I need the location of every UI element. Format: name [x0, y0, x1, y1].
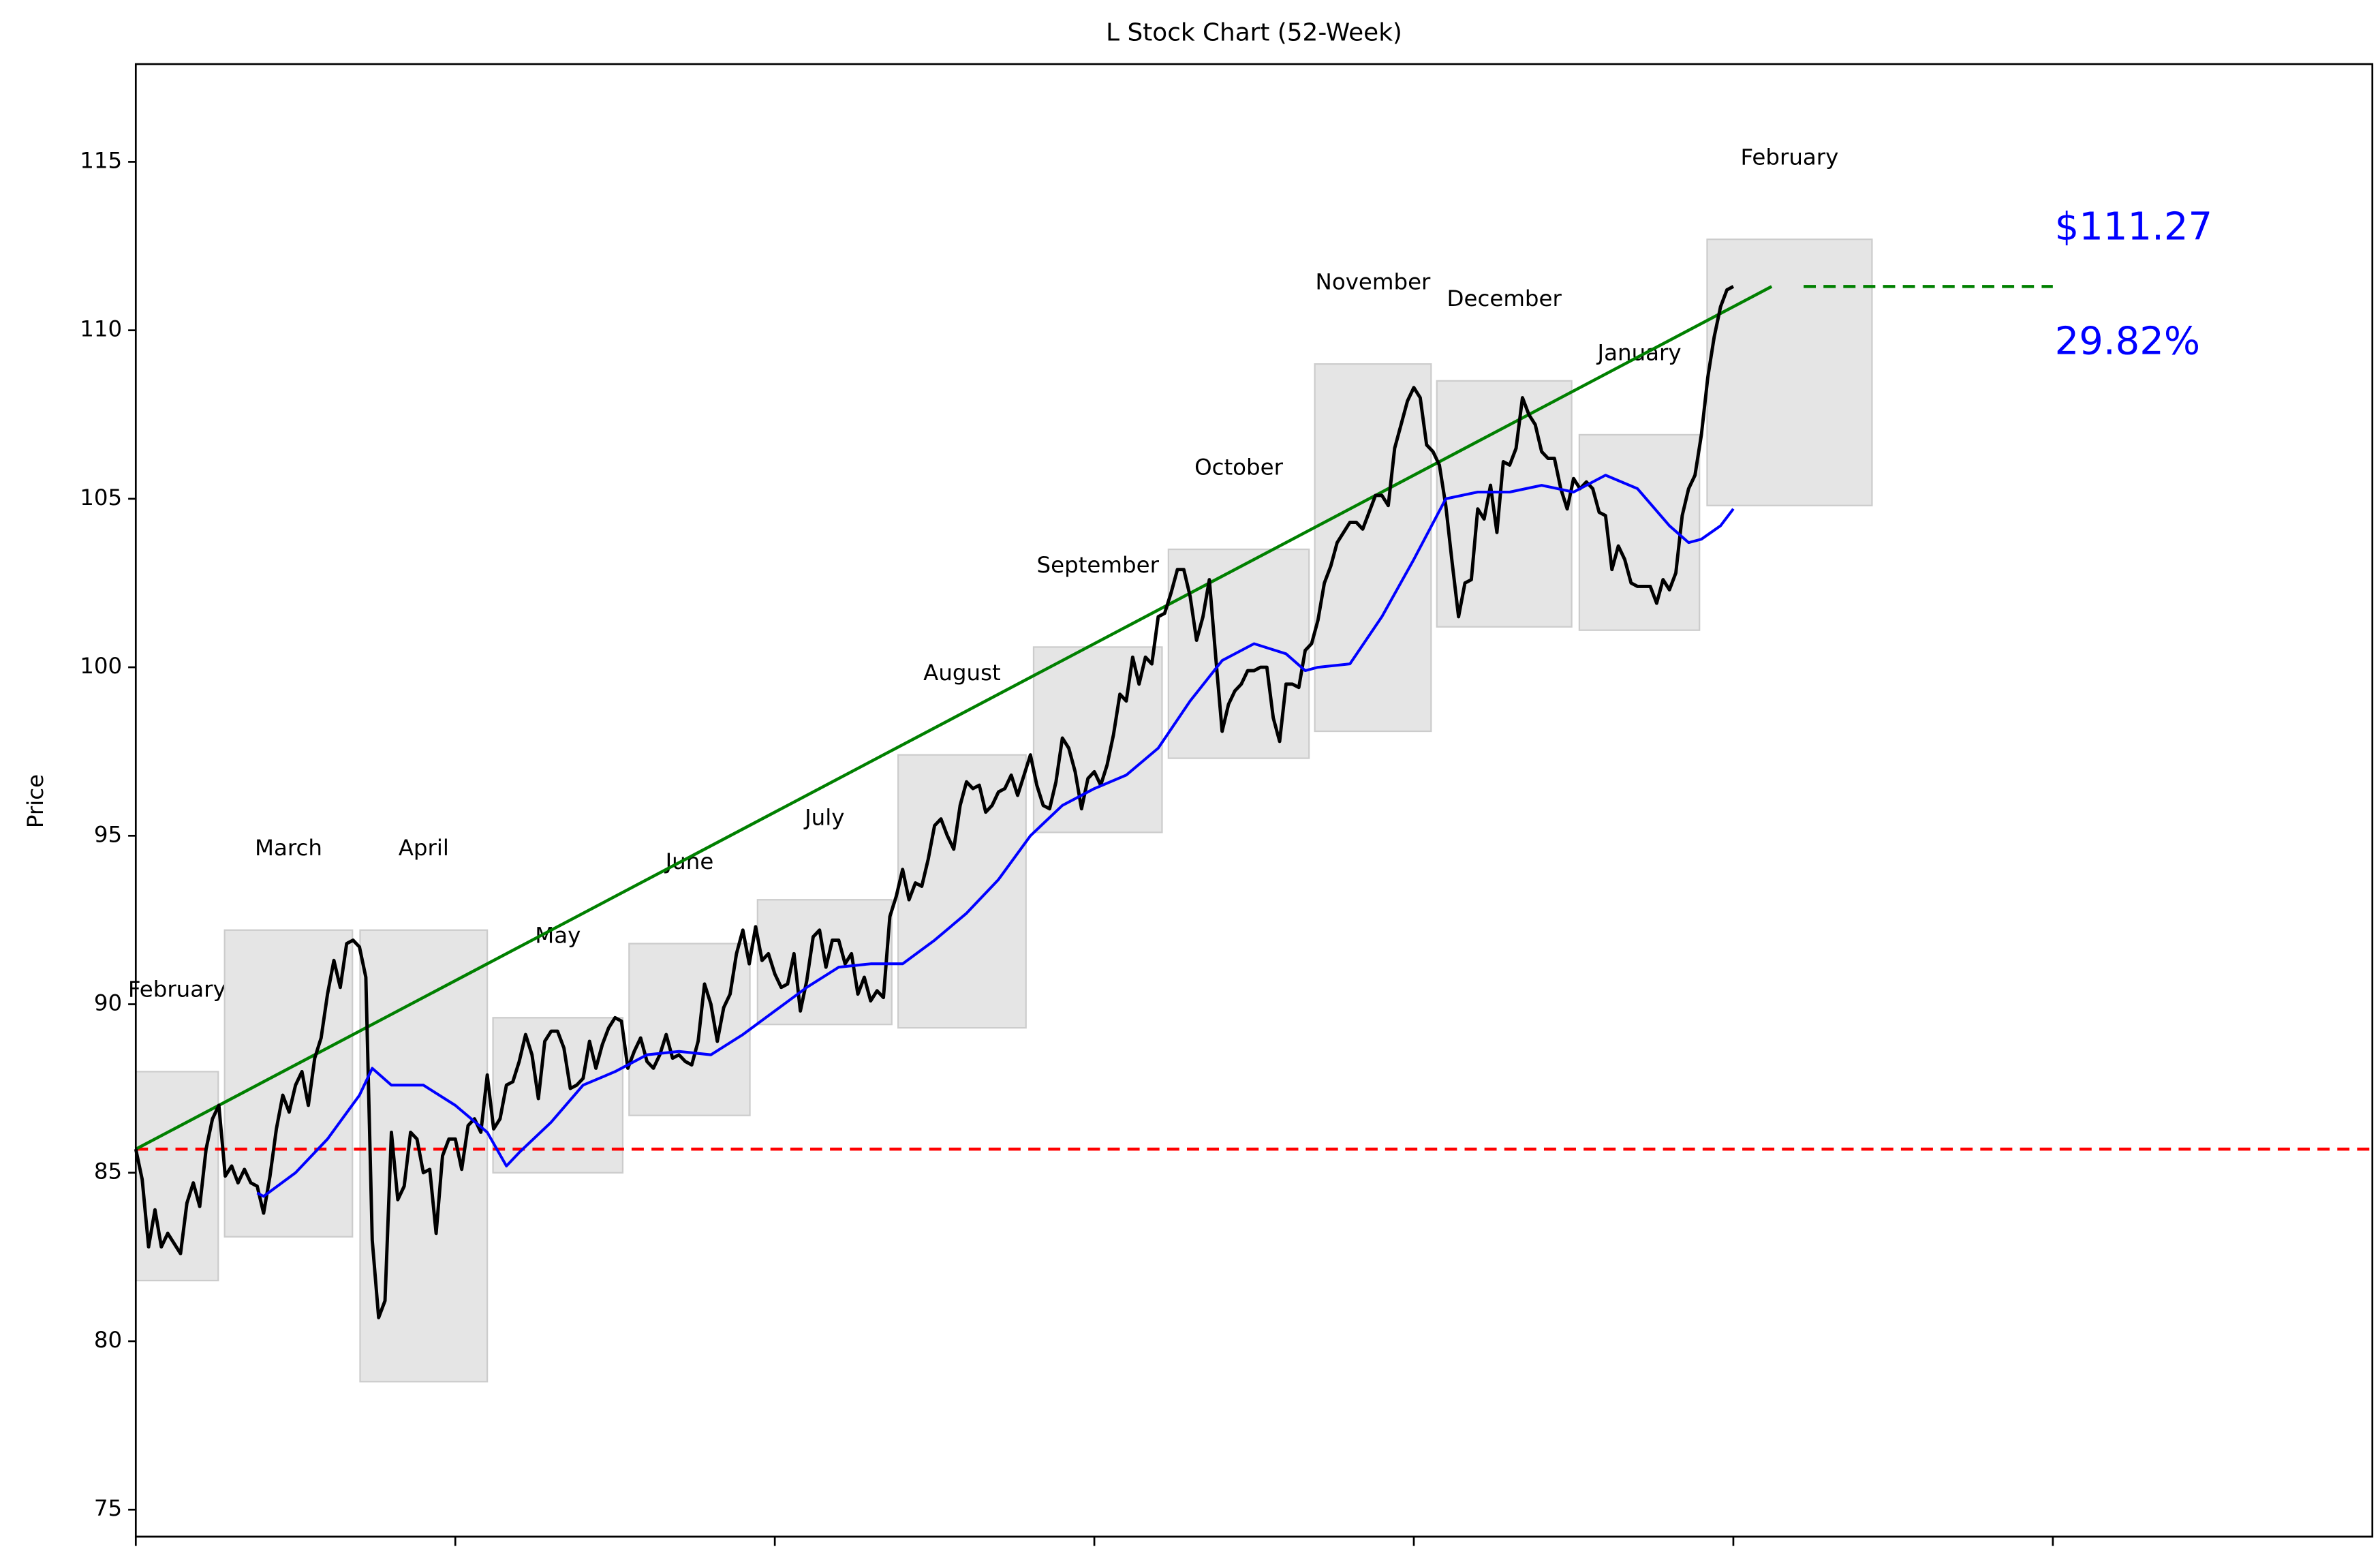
month-label: December [1447, 286, 1562, 311]
y-tick-label: 85 [94, 1159, 122, 1184]
month-label: November [1316, 269, 1431, 294]
month-range-box [1706, 239, 1873, 506]
annotation: $111.27 [2055, 204, 2212, 249]
month-label: September [1037, 552, 1160, 578]
price-line [134, 285, 1735, 1319]
month-range-box [1436, 380, 1573, 628]
y-tick-label: 75 [94, 1495, 122, 1521]
y-tick-label: 115 [80, 147, 122, 173]
month-label: June [664, 848, 714, 874]
month-label: April [399, 835, 449, 861]
month-label: March [255, 835, 322, 861]
month-label: February [128, 977, 226, 1003]
month-label: July [803, 805, 844, 831]
month-range-box [628, 943, 751, 1116]
y-tick-label: 110 [80, 316, 122, 342]
chart-title: L Stock Chart (52-Week) [1106, 18, 1402, 46]
y-tick-label: 100 [80, 653, 122, 679]
month-label: October [1194, 454, 1284, 480]
month-label: January [1596, 339, 1682, 365]
y-tick-label: 95 [94, 821, 122, 847]
y-tick-label: 90 [94, 990, 122, 1016]
month-label: February [1741, 144, 1839, 170]
trend-line [135, 285, 1773, 1151]
moving-average-line [256, 474, 1735, 1198]
month-label: August [923, 660, 1001, 686]
y-tick-label: 80 [94, 1327, 122, 1353]
month-range-box [223, 929, 354, 1238]
axes-frame [134, 63, 2374, 1538]
y-tick-label: 105 [80, 485, 122, 510]
month-range-box [1314, 363, 1432, 733]
annotation: 29.82% [2055, 320, 2200, 364]
y-axis-label: Price [22, 774, 48, 828]
